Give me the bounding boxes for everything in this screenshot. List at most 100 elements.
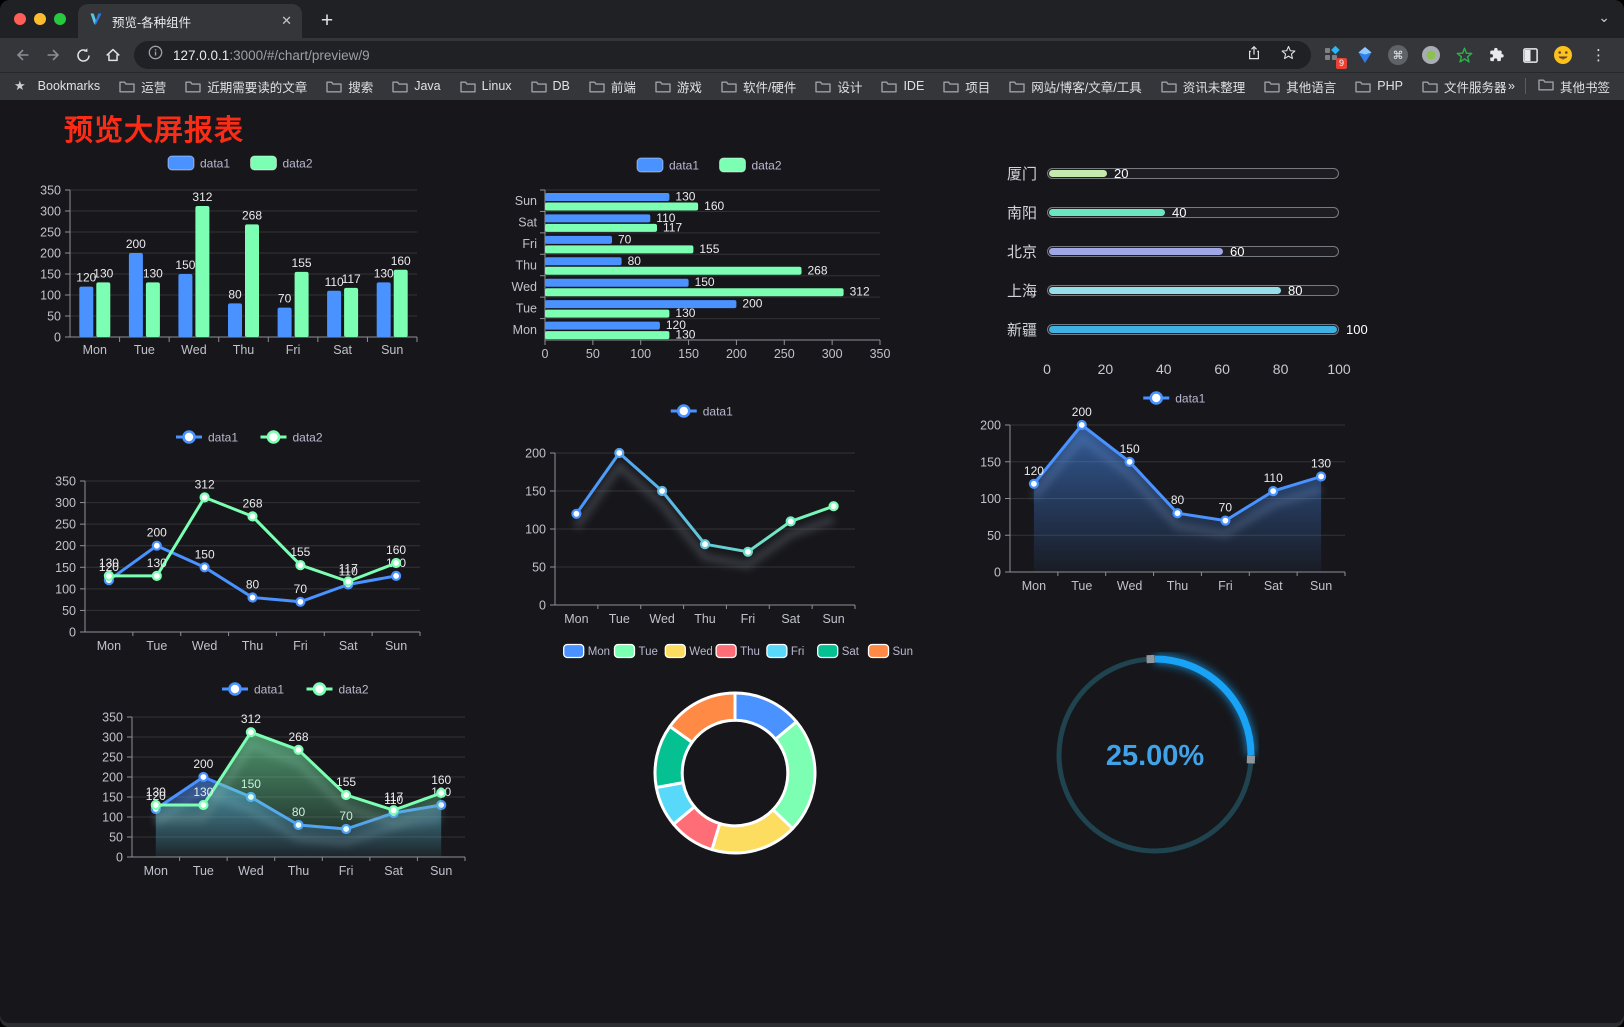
svg-text:Fri: Fri bbox=[741, 612, 756, 626]
svg-text:100: 100 bbox=[102, 811, 123, 825]
extension-green-dot-icon[interactable] bbox=[1420, 44, 1442, 66]
capsule-row[interactable]: 上海 80 bbox=[985, 283, 1365, 300]
svg-text:300: 300 bbox=[822, 347, 843, 361]
dark-mode-extension-icon[interactable] bbox=[1519, 44, 1541, 66]
bookmark-folder[interactable]: PHP bbox=[1355, 77, 1403, 96]
capsule-row[interactable]: 新疆 100 bbox=[1006, 321, 1368, 339]
extension-command-icon[interactable]: ⌘ bbox=[1387, 44, 1409, 66]
svg-text:Mon: Mon bbox=[1022, 579, 1046, 593]
back-button[interactable] bbox=[8, 41, 38, 69]
bookmark-folder[interactable]: DB bbox=[530, 77, 570, 96]
svg-text:Mon: Mon bbox=[97, 639, 121, 653]
svg-text:Sat: Sat bbox=[781, 612, 800, 626]
chart-multi-line[interactable]: 0 50 100 150 200 250 300 350 Mon Tue Wed Thu Fri Sat S… bbox=[35, 420, 430, 657]
svg-text:250: 250 bbox=[774, 347, 795, 361]
capsule-row[interactable]: 厦门 20 bbox=[985, 166, 1365, 183]
bookmarks-overflow-chevron[interactable]: » bbox=[1508, 79, 1515, 93]
svg-text:110: 110 bbox=[656, 211, 675, 225]
chart-area-line[interactable]: 0 50 100 150 200 Mon Tue Wed Thu Fri Sat Sun 120 200 1… bbox=[975, 385, 1360, 603]
chart-multi-area[interactable]: 0 50 100 150 200 250 300 350 Mon Tue Wed Thu Fri Sat S… bbox=[95, 672, 480, 898]
svg-text:Wed: Wed bbox=[512, 280, 538, 294]
svg-text:data2: data2 bbox=[283, 157, 313, 171]
bookmark-folder[interactable]: 前端 bbox=[589, 77, 636, 96]
extension-kite-icon[interactable] bbox=[1354, 44, 1376, 66]
emoji-extension-icon[interactable] bbox=[1552, 44, 1574, 66]
svg-text:0: 0 bbox=[116, 851, 123, 865]
svg-text:80: 80 bbox=[628, 254, 642, 268]
extensions-puzzle-icon[interactable] bbox=[1486, 44, 1508, 66]
bookmark-folder[interactable]: 项目 bbox=[943, 77, 990, 96]
svg-text:155: 155 bbox=[699, 242, 719, 256]
bookmark-folder[interactable]: 软件/硬件 bbox=[721, 77, 796, 96]
zoom-window-button[interactable] bbox=[54, 13, 66, 25]
bookmark-folder[interactable]: 游戏 bbox=[655, 77, 702, 96]
svg-text:70: 70 bbox=[1219, 501, 1233, 515]
svg-text:120: 120 bbox=[1024, 464, 1044, 478]
svg-text:data1: data1 bbox=[703, 405, 733, 419]
tab-close-icon[interactable]: ✕ bbox=[281, 13, 292, 28]
capsule-row[interactable]: 南阳 40 bbox=[985, 205, 1365, 222]
svg-text:130: 130 bbox=[93, 266, 113, 280]
capsule-row[interactable]: 北京 60 bbox=[985, 244, 1365, 261]
site-info-icon[interactable] bbox=[148, 45, 163, 65]
bookmark-folder[interactable]: IDE bbox=[881, 77, 924, 96]
url-text[interactable]: 127.0.0.1:3000/#/chart/preview/9 bbox=[173, 47, 370, 63]
svg-text:150: 150 bbox=[40, 268, 61, 282]
reload-button[interactable] bbox=[68, 41, 98, 69]
minimize-window-button[interactable] bbox=[34, 13, 46, 25]
bookmark-folder[interactable]: Linux bbox=[459, 77, 512, 96]
svg-text:data1: data1 bbox=[669, 159, 699, 173]
svg-text:160: 160 bbox=[431, 773, 451, 787]
bookmark-folder[interactable]: 文件服务器 bbox=[1422, 77, 1506, 96]
svg-text:Tue: Tue bbox=[639, 646, 658, 658]
svg-text:130: 130 bbox=[193, 785, 213, 799]
bookmark-folder[interactable]: 搜索 bbox=[326, 77, 373, 96]
svg-text:130: 130 bbox=[675, 328, 695, 342]
extension-star-icon[interactable] bbox=[1453, 44, 1475, 66]
svg-text:Sat: Sat bbox=[518, 216, 537, 230]
svg-text:Tue: Tue bbox=[516, 301, 537, 315]
chart-capsule-bar[interactable]: 厦门 20 南阳 40 北京 60 上海 80 新疆 100 0 20 40 60 80 100 bbox=[985, 150, 1368, 385]
svg-text:Wed: Wed bbox=[181, 343, 207, 357]
svg-text:200: 200 bbox=[525, 447, 546, 461]
svg-text:100: 100 bbox=[55, 582, 76, 596]
address-bar[interactable]: 127.0.0.1:3000/#/chart/preview/9 bbox=[134, 41, 1311, 69]
chart-progress-ring[interactable]: 25.00% bbox=[1054, 652, 1259, 857]
svg-text:0: 0 bbox=[539, 599, 546, 613]
bookmark-folder[interactable]: 近期需要读的文章 bbox=[185, 77, 307, 96]
chart-gradient-line[interactable]: 0 50 100 150 200 Mon Tue Wed Thu Fri Sat Sun data1 bbox=[500, 395, 875, 632]
bookmark-folder[interactable]: 资讯未整理 bbox=[1161, 77, 1245, 96]
share-icon[interactable] bbox=[1246, 45, 1262, 66]
svg-text:Tue: Tue bbox=[1071, 579, 1092, 593]
svg-text:120: 120 bbox=[666, 318, 686, 332]
svg-text:130: 130 bbox=[99, 556, 119, 570]
forward-button[interactable] bbox=[38, 41, 68, 69]
svg-text:Wed: Wed bbox=[649, 612, 675, 626]
other-bookmarks-folder[interactable]: 其他书签 bbox=[1538, 77, 1610, 96]
chart-donut[interactable]: Mon Tue Wed Thu Fri Sat Sun bbox=[550, 636, 925, 891]
bookmark-star-icon[interactable] bbox=[1280, 44, 1297, 66]
bookmarks-folders: 运营 近期需要读的文章 搜索 Java Linux DB 前端 游戏 软件/硬件 设计 IDE 项目网… bbox=[119, 77, 1506, 96]
browser-menu-icon[interactable]: ⋮ bbox=[1591, 47, 1606, 64]
bookmark-folder[interactable]: 网站/博客/文章/工具 bbox=[1009, 77, 1142, 96]
bookmark-folder[interactable]: 设计 bbox=[815, 77, 862, 96]
svg-text:data1: data1 bbox=[1175, 392, 1205, 406]
chart-grouped-bar[interactable]: 0 50 100 150 200 250 300 350 Mon 120 130 Tue 200 130 W… bbox=[38, 146, 470, 368]
extension-grid-icon[interactable]: 9 bbox=[1321, 44, 1347, 69]
bookmarks-root[interactable]: ★ Bookmarks bbox=[14, 78, 100, 94]
home-button[interactable] bbox=[98, 41, 128, 69]
bookmark-folder[interactable]: Java bbox=[392, 77, 441, 96]
svg-text:Tue: Tue bbox=[134, 343, 155, 357]
page-title: 预览大屏报表 bbox=[64, 115, 245, 147]
svg-text:Fri: Fri bbox=[286, 343, 301, 357]
bookmark-folder[interactable]: 其他语言 bbox=[1264, 77, 1336, 96]
bookmark-folder[interactable]: 运营 bbox=[119, 77, 166, 96]
svg-text:data2: data2 bbox=[293, 431, 323, 445]
extension-badge: 9 bbox=[1335, 58, 1347, 69]
chart-horizontal-bar[interactable]: 0 50 100 150 200 250 300 350 Sun 130 160 Sat 110 117 F… bbox=[505, 148, 905, 368]
browser-tab[interactable]: 预览-各种组件 ✕ bbox=[78, 4, 302, 38]
close-window-button[interactable] bbox=[14, 13, 26, 25]
new-tab-button[interactable]: + bbox=[320, 9, 334, 32]
tab-search-chevron-icon[interactable]: ⌄ bbox=[1598, 9, 1610, 25]
